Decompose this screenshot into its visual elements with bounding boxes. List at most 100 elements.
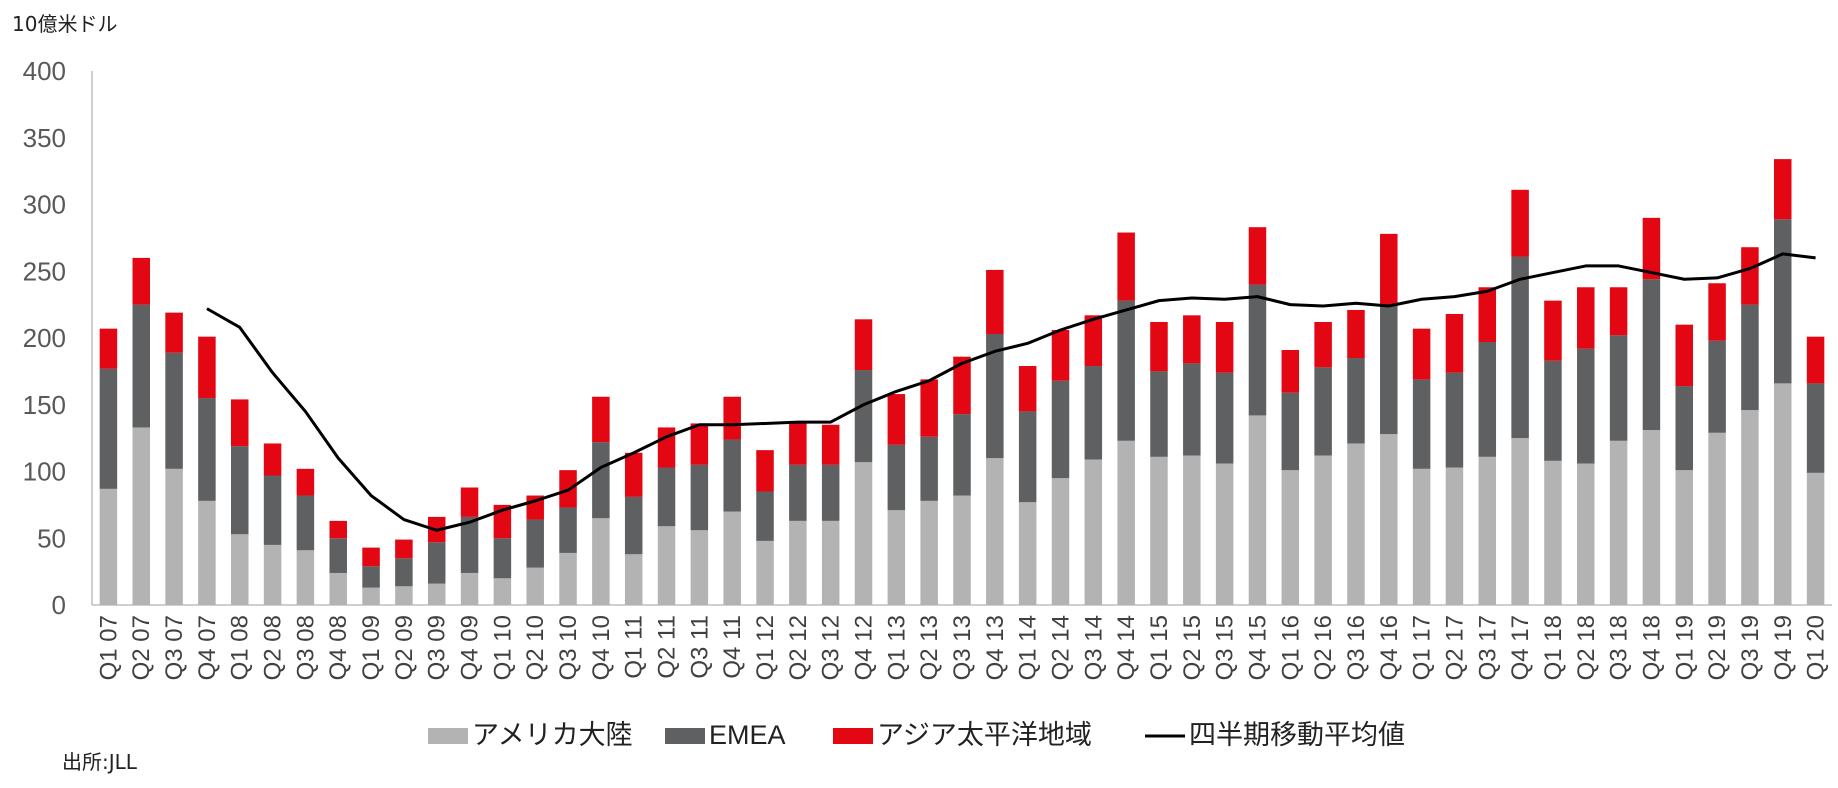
- bar-segment: [1478, 342, 1497, 457]
- bar-segment: [592, 396, 610, 443]
- legend-swatch: [833, 728, 873, 744]
- bar-segment: [1544, 360, 1562, 461]
- x-tick-label: Q4 16: [1376, 615, 1403, 680]
- y-tick-label: 150: [23, 390, 66, 420]
- x-tick-label: Q1 10: [489, 615, 516, 680]
- y-tick-label: 100: [23, 457, 66, 487]
- x-tick-label: Q2 10: [522, 615, 549, 680]
- bar-segment: [1281, 470, 1300, 605]
- bar-segment: [887, 510, 906, 605]
- bar-segment: [723, 439, 741, 512]
- bar-segment: [362, 566, 380, 588]
- x-tick-label: Q1 07: [95, 615, 122, 680]
- bar-segment: [1642, 430, 1661, 605]
- legend-label: アジア太平洋地域: [877, 720, 1092, 750]
- source-note: 出所:JLL: [62, 750, 137, 774]
- bar-segment: [427, 542, 446, 584]
- bar-segment: [821, 424, 840, 465]
- legend-label: EMEA: [709, 720, 786, 750]
- bar-segment: [460, 516, 479, 573]
- bar-segment: [99, 328, 118, 369]
- bar-segment: [953, 495, 971, 605]
- legend-label: 四半期移動平均値: [1189, 720, 1405, 750]
- bar-segment: [132, 304, 150, 428]
- x-tick-label: Q4 12: [851, 615, 878, 680]
- bar-segment: [493, 538, 512, 579]
- bar-segment: [1642, 217, 1661, 280]
- bar-segment: [1445, 372, 1464, 468]
- bar-segment: [1577, 287, 1595, 349]
- bar-segment: [1806, 472, 1825, 605]
- x-tick-label: Q1 12: [752, 615, 779, 680]
- bar-segment: [362, 587, 380, 605]
- x-tick-label: Q2 08: [260, 615, 287, 680]
- bar-segment: [198, 500, 216, 605]
- bar-segment: [165, 352, 183, 469]
- bar-segment: [559, 552, 577, 605]
- bar-segment: [1445, 467, 1464, 605]
- bar-segment: [920, 379, 938, 437]
- bar-segment: [1018, 411, 1037, 503]
- bar-segment: [329, 538, 347, 573]
- bar-segment: [1609, 335, 1628, 441]
- x-tick-label: Q4 14: [1113, 615, 1140, 680]
- bar-segment: [1150, 456, 1168, 605]
- bar-segment: [1806, 336, 1825, 384]
- x-tick-label: Q4 10: [588, 615, 615, 680]
- bar-segment: [920, 436, 938, 501]
- bar-segment: [296, 468, 315, 496]
- bar-segment: [1215, 463, 1234, 605]
- bar-segment: [1609, 440, 1628, 605]
- legend-label: アメリカ大陸: [472, 720, 633, 750]
- bar-segment: [1511, 189, 1529, 257]
- bar-segment: [296, 550, 315, 605]
- bar-segment: [362, 547, 380, 567]
- bar-segment: [230, 446, 249, 535]
- bar-segment: [1084, 459, 1103, 605]
- bar-segment: [1183, 363, 1201, 456]
- x-tick-label: Q3 10: [555, 615, 582, 680]
- y-tick-label: 250: [23, 256, 66, 286]
- bar-segment: [1708, 432, 1726, 605]
- bar-segment: [99, 368, 118, 489]
- x-tick-label: Q3 19: [1737, 615, 1764, 680]
- bar-segment: [920, 500, 938, 605]
- bar-segment: [624, 452, 643, 497]
- bar-segment: [395, 539, 413, 559]
- bar-segment: [263, 475, 282, 545]
- bar-segment: [1248, 227, 1267, 285]
- bar-segment: [1117, 232, 1135, 301]
- bar-segment: [230, 534, 249, 605]
- y-tick-label: 350: [23, 123, 66, 153]
- bar-segment: [756, 491, 774, 541]
- bar-segment: [460, 487, 479, 517]
- x-tick-label: Q3 08: [292, 615, 319, 680]
- x-tick-label: Q3 13: [949, 615, 976, 680]
- x-tick-label: Q3 16: [1343, 615, 1370, 680]
- bar-segment: [493, 578, 512, 605]
- bar-segment: [1412, 468, 1431, 605]
- bar-segment: [1380, 434, 1398, 605]
- bar-segment: [690, 464, 709, 531]
- x-tick-label: Q4 11: [719, 615, 746, 679]
- bar-segment: [789, 464, 807, 521]
- bar-segment: [887, 394, 906, 445]
- bar-segment: [1544, 300, 1562, 361]
- bar-segment: [1412, 328, 1431, 380]
- bar-segment: [1248, 415, 1267, 605]
- bar-segment: [789, 422, 807, 465]
- bar-segment: [1281, 350, 1300, 393]
- bar-segment: [165, 312, 183, 353]
- x-tick-label: Q2 11: [654, 615, 681, 679]
- bar-segment: [723, 396, 741, 440]
- legend-swatch: [428, 728, 468, 744]
- x-tick-label: Q2 19: [1704, 615, 1731, 680]
- y-axis-unit-label: 10億米ドル: [12, 12, 118, 36]
- bar-segment: [789, 520, 807, 605]
- bar-segment: [624, 496, 643, 555]
- bar-segment: [887, 444, 906, 511]
- x-tick-label: Q1 18: [1540, 615, 1567, 680]
- bar-segment: [854, 319, 873, 371]
- bar-segment: [723, 511, 741, 605]
